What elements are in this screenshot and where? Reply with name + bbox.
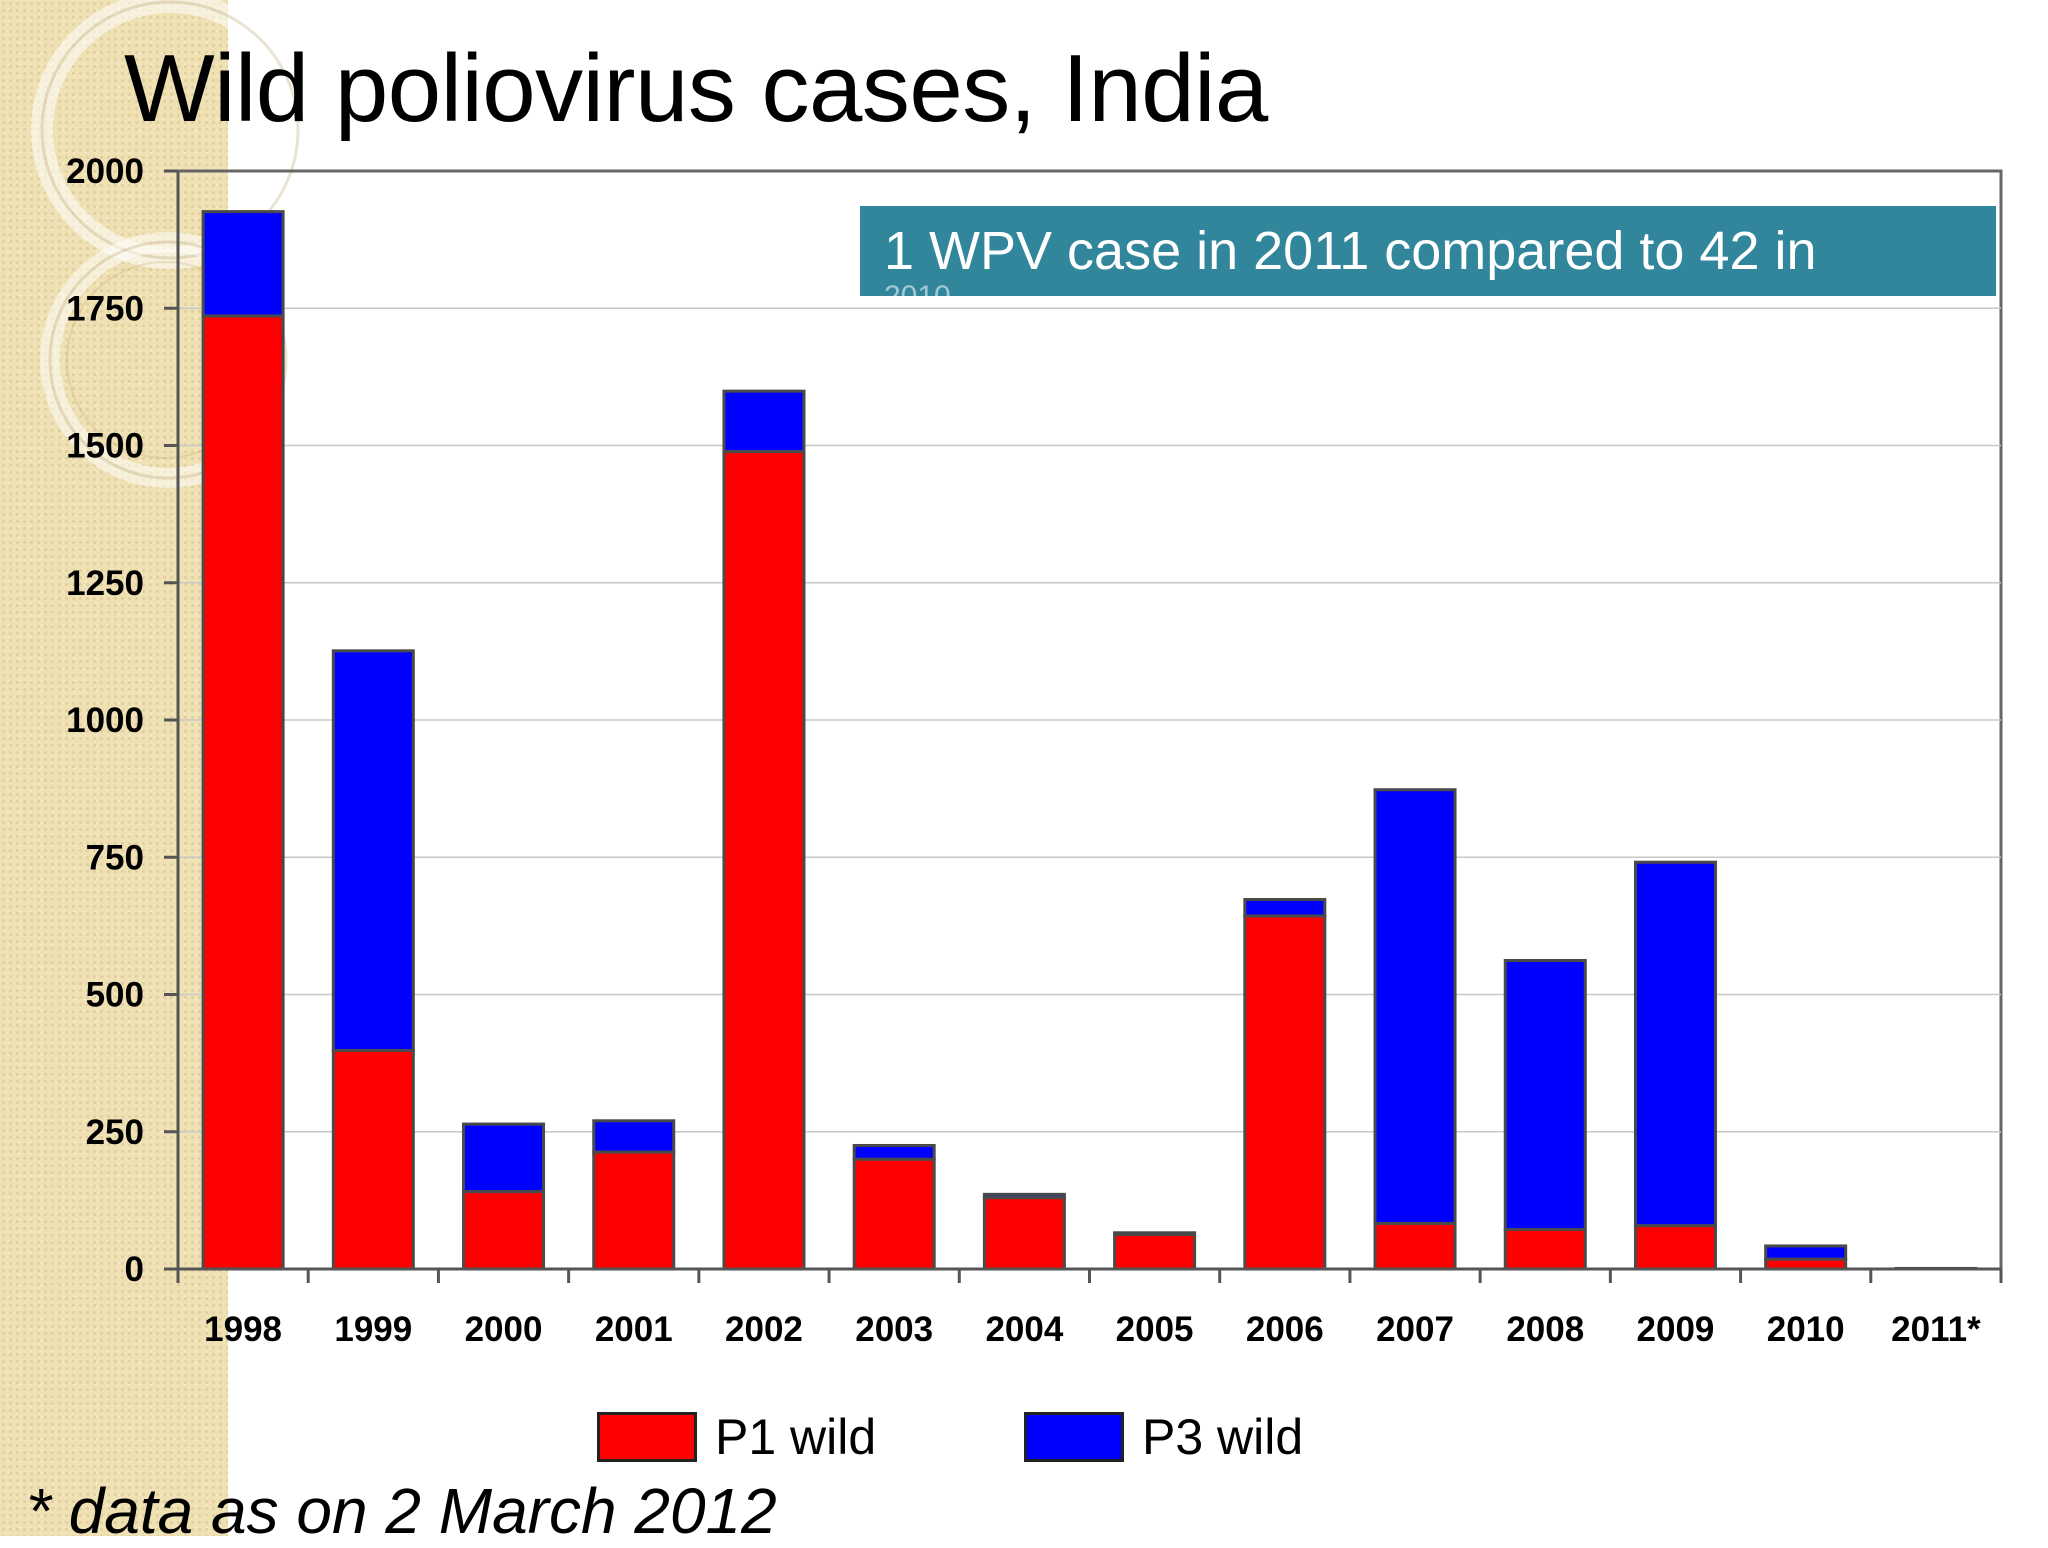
legend-label-p3: P3 wild [1142,1409,1304,1465]
bar-segment-p3-2006 [1243,898,1327,918]
footnote: * data as on 2 March 2012 [26,1475,777,1547]
x-tick-label: 2008 [1506,1310,1584,1349]
bar-segment-p3-2008 [1503,958,1587,1231]
x-tick-label: 2010 [1767,1310,1845,1349]
callout-box: 1 WPV case in 2011 compared to 42 in 201… [860,206,1996,300]
bar-segment-p3-1999 [331,649,415,1052]
decorative-swirl [31,0,309,488]
y-tick-label: 2000 [66,152,144,191]
y-tick-label: 0 [125,1250,144,1289]
legend-label-p1: P1 wild [715,1409,877,1465]
x-tick-label: 2004 [985,1310,1063,1349]
x-tick-label: 2000 [465,1310,543,1349]
bar-segment-p1-2003 [852,1157,936,1271]
bar-segment-p3-2009 [1633,860,1717,1228]
callout-text: 1 WPV case in 2011 compared to 42 in [884,221,1817,281]
y-tick-label: 1250 [66,564,144,603]
bar-segment-p1-2001 [592,1150,676,1271]
x-tick-label: 1999 [334,1310,412,1349]
legend-swatch-p1 [597,1412,697,1462]
y-tick-label: 1750 [66,289,144,328]
y-tick-label: 250 [86,1113,144,1152]
x-tick-label: 2002 [725,1310,803,1349]
y-tick-label: 1000 [66,701,144,740]
bar-segment-p3-2007 [1373,788,1457,1225]
x-tick-label: 2006 [1246,1310,1324,1349]
legend-item-p1: P1 wild [597,1408,876,1466]
bar-segment-p3-2000 [462,1122,546,1194]
bar-segment-p1-1999 [331,1048,415,1271]
bar-segment-p1-2006 [1243,914,1327,1271]
bar-segment-p1-2009 [1633,1224,1717,1271]
bar-segment-p1-1998 [201,314,285,1271]
bar-segment-p3-2004 [982,1192,1066,1200]
bar-segment-p1-2005 [1113,1232,1197,1271]
chart-legend: P1 wild P3 wild [0,1408,2048,1468]
bar-segment-p1-2007 [1373,1221,1457,1271]
legend-swatch-p3 [1024,1412,1124,1462]
bar-segment-p1-2000 [462,1190,546,1271]
y-tick-label: 750 [86,838,144,877]
bar-segment-p3-1998 [201,210,285,318]
x-tick-label: 2009 [1637,1310,1715,1349]
bar-segment-p1-2002 [722,450,806,1271]
x-tick-label: 2007 [1376,1310,1454,1349]
bar-segment-p3-2002 [722,389,806,454]
y-tick-label: 500 [86,976,144,1015]
slide-title: Wild poliovirus cases, India [124,35,1268,142]
bar-segment-p3-2001 [592,1119,676,1154]
bar-segment-p1-2008 [1503,1227,1587,1271]
bar-segment-p3-2005 [1113,1231,1197,1236]
x-tick-label: 2003 [855,1310,933,1349]
y-tick-label: 1500 [66,427,144,466]
callout-overflow-text: 2010 [884,282,951,300]
x-tick-label: 2005 [1116,1310,1194,1349]
x-tick-label: 1998 [204,1310,282,1349]
x-tick-label: 2011* [1891,1310,1981,1349]
x-tick-label: 2001 [595,1310,673,1349]
bar-segment-p3-2003 [852,1143,936,1161]
legend-item-p3: P3 wild [1024,1408,1303,1466]
bar-segment-p1-2004 [982,1196,1066,1271]
bar-segment-p3-2010 [1764,1244,1848,1261]
